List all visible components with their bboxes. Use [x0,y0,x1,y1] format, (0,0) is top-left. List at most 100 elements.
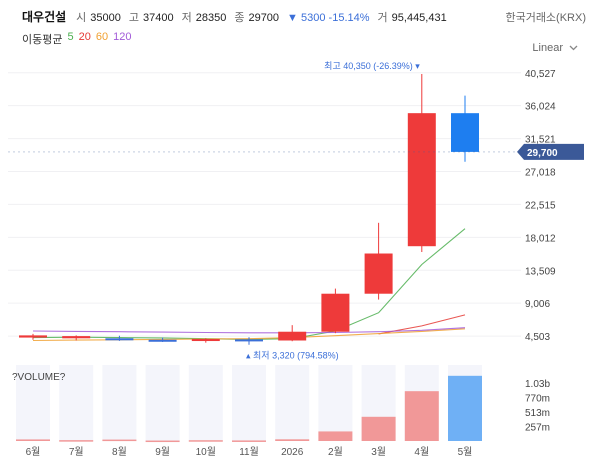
volume-bar [102,439,137,442]
x-tick-label: 8월 [112,446,127,458]
price-tag-shape [517,143,584,160]
volume-slot-bg [188,365,223,441]
x-tick-label: 4월 [414,446,429,458]
x-axis-labels: 6월 7월 8월 9월 10월 11월 2026 2월 3월 4월 5월 [26,446,473,458]
ma-legend-60[interactable]: 60 [95,31,109,43]
y-tick-label: 27,018 [525,168,556,179]
volume-slot-bg [59,365,94,441]
volume-bar [361,416,396,441]
candle [235,337,263,345]
volume-slot-bg [16,365,50,441]
price-grid [8,72,521,337]
y-tick-label: 31,521 [525,135,556,146]
candle [407,74,436,253]
x-tick-label: 9월 [155,446,170,458]
x-tick-label: 7월 [69,446,84,458]
candle-body [321,293,350,332]
close-value: 29700 [248,12,280,24]
y-tick-label: 40,527 [525,69,556,80]
candle [364,222,393,300]
volume-bar [448,375,482,441]
current-price-tag: 29,700 [517,143,584,160]
down-arrow-icon: ▼ [287,12,298,24]
candle [62,335,91,341]
volume-slot-bg [145,365,180,441]
exchange-name: 한국거래소(KRX) [505,12,586,24]
period-low-label: ▴ 최저 3,320 (794.58%) [246,351,339,361]
candle [148,337,177,342]
candle-body [62,336,91,339]
open-value: 35000 [90,12,121,24]
volume-slot-bg [318,365,353,441]
stock-name: 대우건설 [22,10,67,24]
low-value: 28350 [195,12,227,24]
y-tick-label: 9,006 [525,299,550,310]
candle-body [191,339,220,342]
volume-tick-label: 1.03b [525,379,550,390]
candles [19,74,479,345]
x-tick-label: 2월 [328,446,343,458]
volume-label: 거 [377,12,388,24]
volume-bar [59,440,94,442]
change-amount: 5300 [301,12,326,24]
ma-line-5 [32,228,466,340]
volume-bar [275,439,310,441]
candle-body [451,113,479,152]
volume-pane: ?VOLUME? 257m 513m 770m 1.03b [12,365,550,443]
x-tick-label: 5월 [458,446,473,458]
volume-tick-label: 770m [525,394,550,405]
y-tick-label: 4,503 [525,332,550,343]
candle [451,95,479,162]
candle [321,288,350,334]
quote-summary: 대우건설 시 35000 고 37400 저 28350 종 29700 ▼ 5… [22,8,451,25]
volume-bar [145,440,180,443]
ma-legend-label: 이동평균 [22,34,63,46]
high-value: 37400 [143,12,174,24]
x-tick-label: 10월 [196,446,216,458]
candle-body [105,338,134,341]
y-axis-labels: 4,503 9,006 13,509 18,012 22,515 27,018 31,521… [525,69,556,343]
candle-body [407,113,436,247]
candle-body [364,253,393,294]
chart-header: 대우건설 시 35000 고 37400 저 28350 종 29700 ▼ 5… [0,0,600,56]
ma-legend: 이동평균 5 20 60 120 [22,31,131,47]
ma-legend-120[interactable]: 120 [113,31,132,43]
change-value: ▼ 5300 -15.14% [287,12,369,24]
scale-select-label: Linear [532,42,563,54]
scale-select[interactable]: Linear [532,42,578,54]
x-tick-label: 2026 [281,447,304,458]
volume-value: 95,445,431 [391,12,447,24]
low-label: 저 [181,12,192,24]
open-label: 시 [76,12,87,24]
volume-tick-label: 257m [525,423,550,434]
candle [19,333,47,340]
x-tick-label: 11월 [239,446,259,458]
price-tag-label: 29,700 [527,148,558,159]
high-label: 고 [128,12,140,24]
close-label: 종 [234,12,245,24]
y-tick-label: 13,509 [525,266,556,277]
volume-bar [318,431,353,441]
ma-legend-5[interactable]: 5 [67,31,74,43]
y-tick-label: 22,515 [525,200,556,211]
volume-bar [16,439,50,441]
ma-line-120 [32,327,466,334]
candle-body [235,339,263,342]
volume-tick-label: 513m [525,408,550,419]
candle-body [19,335,47,338]
candle [278,325,307,342]
period-high-label: 최고 40,350 (-26.39%) ▾ [324,61,420,71]
x-tick-label: 6월 [26,446,41,458]
volume-bar [232,440,266,442]
y-tick-label: 36,024 [525,102,556,113]
volume-bar [188,440,223,442]
volume-slot-bg [232,365,266,441]
candle [191,338,220,343]
chevron-down-icon [569,45,578,51]
volume-title: ?VOLUME? [12,372,66,383]
candle-body [148,339,177,342]
x-tick-label: 3월 [371,446,386,458]
volume-bar [404,391,439,441]
ma-legend-20[interactable]: 20 [78,31,91,43]
